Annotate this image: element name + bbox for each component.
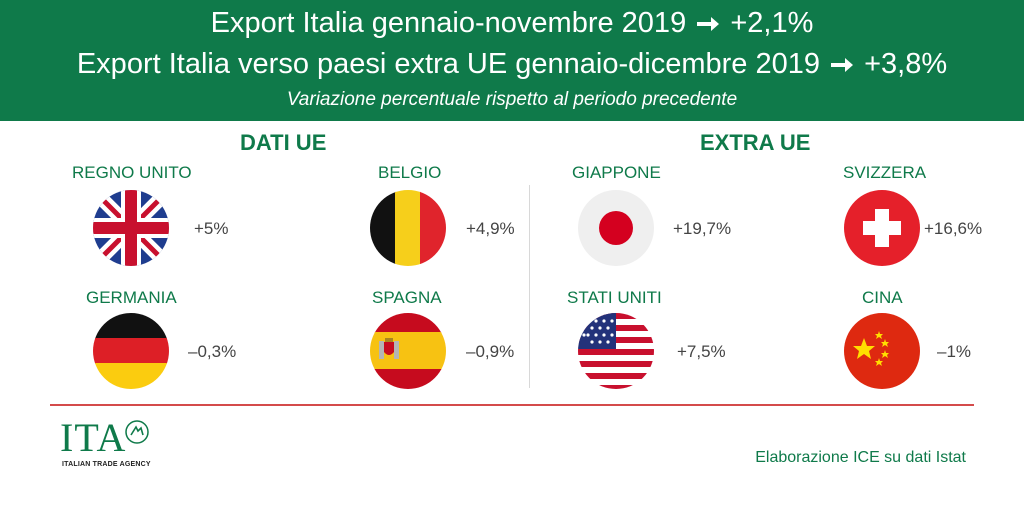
section-title-ue: DATI UE xyxy=(240,130,327,155)
country-name-switzerland: SVIZZERA xyxy=(843,163,927,182)
country-name-china: CINA xyxy=(862,288,903,307)
value-spain: –0,9% xyxy=(466,342,515,361)
headline-2-value: +3,8% xyxy=(864,48,948,80)
footer-divider xyxy=(50,404,974,406)
value-belgium: +4,9% xyxy=(466,219,515,238)
section-title-extra-ue: EXTRA UE xyxy=(700,130,811,155)
value-usa: +7,5% xyxy=(677,342,726,361)
headline-1-text: Export Italia gennaio-novembre 2019 xyxy=(210,7,687,39)
source-note: Elaborazione ICE su dati Istat xyxy=(755,449,966,466)
value-japan: +19,7% xyxy=(673,219,732,238)
headline-export-total: Export Italia gennaio-novembre 2019 +2,1… xyxy=(0,6,1024,40)
value-uk: +5% xyxy=(194,219,229,238)
country-name-japan: GIAPPONE xyxy=(572,163,661,182)
country-name-usa: STATI UNITI xyxy=(567,288,662,307)
ita-logo: ITA ITALIAN TRADE AGENCY xyxy=(60,418,170,470)
country-name-uk: REGNO UNITO xyxy=(72,163,192,182)
uk-flag-icon xyxy=(93,190,169,266)
headline-subtitle: Variazione percentuale rispetto al perio… xyxy=(286,89,738,110)
japan-flag-icon xyxy=(578,190,654,266)
china-flag-icon xyxy=(844,313,920,389)
header-banner: Export Italia gennaio-novembre 2019 +2,1… xyxy=(0,0,1024,121)
ita-badge-icon xyxy=(125,420,149,444)
value-switzerland: +16,6% xyxy=(924,219,983,238)
arrow-right-icon xyxy=(831,58,854,73)
arrow-right-icon xyxy=(697,17,720,32)
switzerland-flag-icon xyxy=(844,190,920,266)
headline-2-text: Export Italia verso paesi extra UE genna… xyxy=(76,48,820,80)
germany-flag-icon xyxy=(93,313,169,389)
logo-subtitle: ITALIAN TRADE AGENCY xyxy=(62,461,151,468)
usa-flag-icon xyxy=(578,313,654,389)
country-name-germany: GERMANIA xyxy=(86,288,177,307)
country-name-spain: SPAGNA xyxy=(372,288,442,307)
value-china: –1% xyxy=(937,342,972,361)
logo-text: ITA xyxy=(60,415,127,460)
value-germany: –0,3% xyxy=(188,342,237,361)
headline-export-extra-ue: Export Italia verso paesi extra UE genna… xyxy=(0,47,1024,81)
belgium-flag-icon xyxy=(370,190,446,266)
headline-1-value: +2,1% xyxy=(730,7,814,39)
country-name-belgium: BELGIO xyxy=(378,163,442,182)
column-divider xyxy=(529,185,530,388)
spain-flag-icon xyxy=(370,313,446,389)
